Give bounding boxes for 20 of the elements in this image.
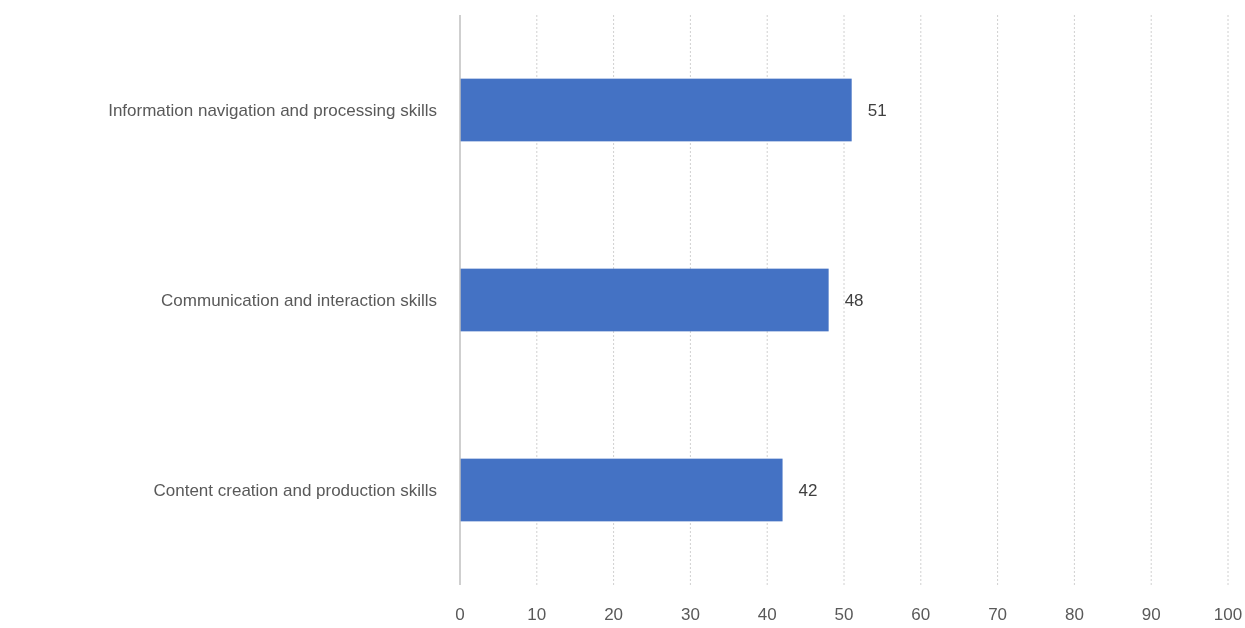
y-tick-label: Content creation and production skills <box>153 480 437 500</box>
x-tick-label: 30 <box>680 605 700 624</box>
y-tick-label: Information navigation and processing skills <box>108 100 437 120</box>
x-tick-label: 60 <box>911 605 931 624</box>
bar <box>460 268 829 332</box>
data-label: 51 <box>867 100 887 120</box>
bar <box>460 458 783 522</box>
x-tick-label: 90 <box>1141 605 1161 624</box>
x-tick-label: 100 <box>1213 605 1243 624</box>
data-label: 42 <box>798 480 818 500</box>
x-tick-label: 0 <box>455 605 465 624</box>
y-tick-label: Communication and interaction skills <box>161 290 437 310</box>
x-tick-label: 80 <box>1064 605 1084 624</box>
x-tick-label: 50 <box>834 605 854 624</box>
x-tick-label: 20 <box>604 605 624 624</box>
x-tick-label: 40 <box>757 605 777 624</box>
data-label: 48 <box>844 290 864 310</box>
bar <box>460 78 852 142</box>
x-tick-label: 70 <box>988 605 1008 624</box>
x-tick-label: 10 <box>527 605 547 624</box>
